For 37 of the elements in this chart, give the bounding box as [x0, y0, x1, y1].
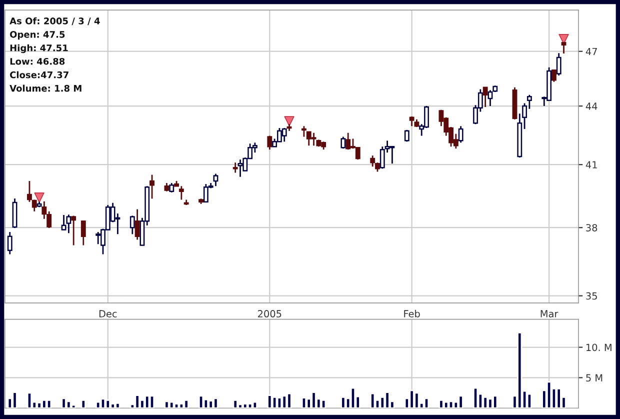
- candlestick: [340, 136, 346, 150]
- x-tick-label: 2005: [258, 310, 282, 318]
- annotation: High: 47.51: [10, 44, 68, 54]
- candlestick: [561, 42, 566, 54]
- candlestick: [7, 231, 12, 255]
- y-tick-label: 35: [586, 292, 597, 300]
- candlestick: [134, 208, 140, 240]
- annotation: Low: 46.88: [10, 58, 65, 65]
- y-tick-label: 47: [586, 48, 597, 56]
- candlestick: [71, 214, 76, 246]
- candlestick: [232, 162, 238, 174]
- x-tick-label: Dec: [99, 310, 117, 318]
- y-tick-label: 38: [586, 224, 598, 232]
- point: [284, 116, 294, 126]
- candlestick: [66, 214, 72, 234]
- point: [34, 192, 44, 203]
- bar: [80, 400, 86, 408]
- candlestick: [458, 125, 464, 144]
- annotation: Close:47.37: [10, 71, 68, 78]
- candlestick: [130, 214, 135, 235]
- x-tick-label: Mar: [540, 310, 558, 318]
- x-tick-label: Feb: [404, 310, 420, 318]
- y-tick-label: 10. M: [586, 344, 612, 352]
- candlestick: [150, 174, 154, 200]
- candlestick: [169, 182, 174, 194]
- y-tick-label: 5 M: [586, 374, 602, 382]
- candlestick: [556, 52, 562, 76]
- annotation: As Of: 2005 / 3 / 4: [10, 17, 100, 26]
- annotation: Volume: 1.8 M: [10, 84, 82, 92]
- y-tick-label: 44: [586, 102, 598, 110]
- candlestick: [302, 125, 306, 138]
- candlestick: [80, 220, 86, 246]
- candlestick: [267, 135, 272, 150]
- candlestick: [551, 69, 556, 83]
- y-tick-label: 41: [586, 161, 597, 168]
- annotation: Open: 47.5: [10, 31, 65, 40]
- candlestick: [482, 86, 488, 108]
